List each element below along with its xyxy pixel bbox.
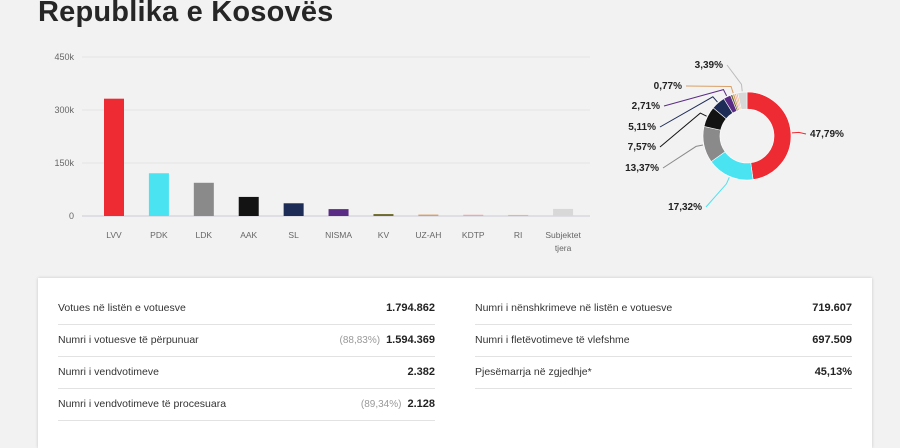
x-tick-label: NISMA <box>325 230 352 240</box>
donut-chart: 47,79% 17,32% 13,37% 7,57% 5,11% 2,71% 0,77% 3,… <box>625 60 844 213</box>
slice-label: 0,77% <box>654 81 682 92</box>
slice-label: 17,32% <box>668 202 702 213</box>
stat-label: Numri i nënshkrimeve në listën e votuesv… <box>475 302 673 314</box>
slice-label: 7,57% <box>628 142 656 153</box>
slice-label: 13,37% <box>625 163 659 174</box>
y-tick-label: 150k <box>54 158 74 168</box>
x-tick-label: PDK <box>150 230 168 240</box>
stat-row: Votues në listën e votuesve 1.794.862 <box>58 293 435 325</box>
stat-label: Votues në listën e votuesve <box>58 302 186 314</box>
x-tick-label: UZ-AH <box>415 230 441 240</box>
stat-value: 1.794.862 <box>386 302 435 314</box>
stats-right-column: Numri i nënshkrimeve në listën e votuesv… <box>475 293 852 389</box>
stat-row: Pjesëmarrja në zgjedhje* 45,13% <box>475 357 852 389</box>
stat-percent: (89,34%) <box>360 399 402 410</box>
bar <box>328 209 349 216</box>
stat-row: Numri i vendvotimeve të procesuara (89,3… <box>58 389 435 421</box>
stat-row: Numri i nënshkrimeve në listën e votuesv… <box>475 293 852 325</box>
y-tick-label: 300k <box>54 105 74 115</box>
x-tick-label: Subjektet <box>545 230 581 240</box>
bar <box>238 196 259 216</box>
slice-label: 3,39% <box>695 60 723 71</box>
bar <box>418 214 439 216</box>
stat-label: Pjesëmarrja në zgjedhje* <box>475 366 592 378</box>
bar <box>193 182 214 216</box>
stats-left-column: Votues në listën e votuesve 1.794.862 Nu… <box>58 293 435 421</box>
leader-line <box>663 89 728 107</box>
bar <box>104 98 124 216</box>
stat-row: Numri i vendvotimeve 2.382 <box>58 357 435 389</box>
bar <box>148 173 169 216</box>
x-tick-label: LVV <box>106 230 122 240</box>
slice-label: 47,79% <box>810 129 844 140</box>
stat-value: 1.594.369 <box>386 334 435 346</box>
slice-label: 5,11% <box>628 122 656 133</box>
x-tick-label: SL <box>288 230 299 240</box>
x-tick-label: KV <box>378 230 390 240</box>
stat-percent: (88,83%) <box>339 335 381 346</box>
stat-row: Numri i fletëvotimeve të vlefshme 697.50… <box>475 325 852 357</box>
leader-line <box>726 64 743 92</box>
stat-value: 2.382 <box>407 366 435 378</box>
stat-label: Numri i vendvotimeve të procesuara <box>58 398 227 410</box>
bar <box>508 214 529 216</box>
stat-label: Numri i votuesve të përpunuar <box>58 334 199 346</box>
stat-value: 2.128 <box>407 398 435 410</box>
x-tick-label: RI <box>514 230 523 240</box>
bar <box>373 214 394 216</box>
page-title: Republika e Kosovës <box>38 0 334 28</box>
leader-line <box>659 96 718 128</box>
bar <box>283 203 304 216</box>
slice-label: 2,71% <box>632 101 660 112</box>
bar <box>553 208 574 216</box>
donut-slice <box>737 91 748 110</box>
stat-value: 45,13% <box>814 366 852 378</box>
leader-line <box>685 85 734 94</box>
y-tick-label: 0 <box>69 211 74 221</box>
x-tick-label: KDTP <box>462 230 485 240</box>
x-tick-label: tjera <box>555 243 572 253</box>
stat-row: Numri i votuesve të përpunuar (88,83%) 1… <box>58 325 435 357</box>
y-tick-label: 450k <box>54 52 74 62</box>
x-tick-label: AAK <box>240 230 257 240</box>
x-tick-label: LDK <box>196 230 213 240</box>
leader-line <box>662 144 704 169</box>
leader-line <box>705 177 730 208</box>
stat-value: 697.509 <box>812 334 852 346</box>
leader-line <box>791 131 807 135</box>
stat-label: Numri i fletëvotimeve të vlefshme <box>475 334 630 346</box>
bar-chart: 0 150k 300k 450k LVV PDK LDK AAK SL NISMA KV UZ-AH K… <box>54 52 590 253</box>
bar <box>463 214 484 216</box>
stat-label: Numri i vendvotimeve <box>58 366 159 378</box>
donut-slice <box>746 91 792 180</box>
stats-panel: Votues në listën e votuesve 1.794.862 Nu… <box>38 278 872 448</box>
stat-value: 719.607 <box>812 302 852 314</box>
leader-line <box>659 112 707 148</box>
